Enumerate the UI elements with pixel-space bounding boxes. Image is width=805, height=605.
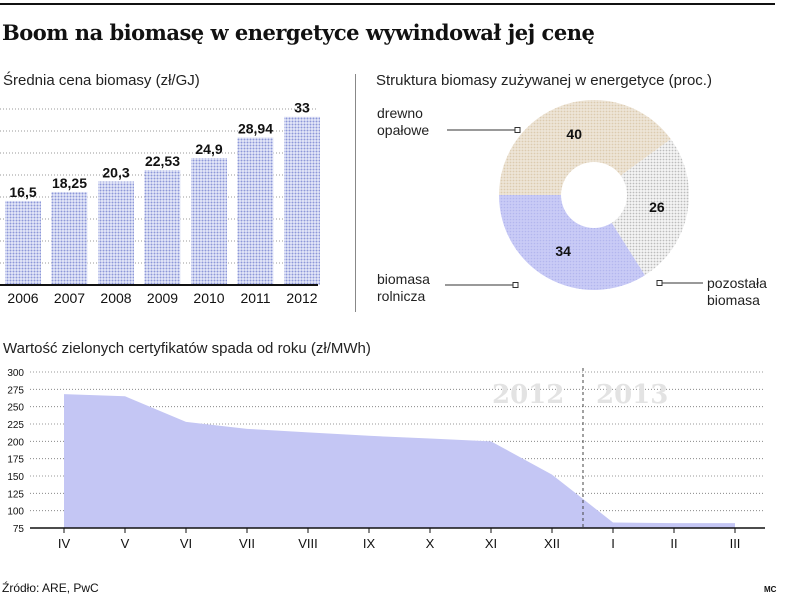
- source-note: Źródło: ARE, PwC: [2, 581, 99, 595]
- certificate-value-area: [64, 394, 735, 528]
- legend-pozostala-line1: pozostała: [707, 275, 767, 291]
- area-y-tick: 300: [7, 368, 24, 379]
- area-x-tick-III: III: [730, 536, 741, 551]
- pie-chart-title: Struktura biomasy zużywanej w energetyce…: [376, 72, 712, 89]
- bar-year-label: 2007: [54, 290, 85, 306]
- area-x-tick-VII: VII: [239, 536, 255, 551]
- area-x-tick-XII: XII: [544, 536, 560, 551]
- legend-rolnicza-line1: biomasa: [377, 271, 430, 287]
- bar-2012: [284, 116, 320, 285]
- area-y-tick: 225: [7, 420, 24, 431]
- bar-value-label: 20,3: [102, 164, 129, 180]
- pie-slice-pozostała-biomasa: [594, 139, 689, 276]
- area-chart: 2012 2013 75100125150175200225250275300 …: [7, 368, 765, 551]
- bar-value-label: 28,94: [238, 120, 273, 136]
- pie-slice-label: 40: [566, 126, 582, 142]
- pie-slice-label: 26: [649, 199, 665, 215]
- bar-value-label: 24,9: [195, 141, 222, 157]
- area-chart-title: Wartość zielonych certyfikatów spada od …: [3, 340, 371, 357]
- area-x-tick-II: II: [670, 536, 677, 551]
- bar-2011: [237, 137, 274, 285]
- bar-2008: [98, 181, 134, 285]
- pie-slice-label: 34: [555, 243, 571, 259]
- area-x-tick-XI: XI: [485, 536, 497, 551]
- panel-divider: [355, 74, 356, 312]
- year-watermark-2012: 2012: [492, 380, 564, 410]
- area-y-tick: 75: [13, 524, 25, 535]
- pie-hole: [561, 162, 627, 228]
- bar-2007: [51, 191, 88, 285]
- area-y-tick: 275: [7, 385, 24, 396]
- bar-2006: [5, 200, 41, 285]
- headline: Boom na biomasę w energetyce wywindował …: [2, 20, 595, 45]
- bar-year-label: 2006: [7, 290, 38, 306]
- area-y-tick: 100: [7, 507, 24, 518]
- bar-2009: [144, 170, 181, 285]
- bar-year-label: 2010: [193, 290, 224, 306]
- bar-year-label: 2011: [240, 290, 270, 306]
- bar-value-label: 16,5: [9, 184, 36, 200]
- bar-chart-title: Średnia cena biomasy (zł/GJ): [3, 72, 200, 89]
- author-credit: MC: [764, 585, 777, 594]
- area-x-tick-V: V: [121, 536, 130, 551]
- area-y-tick: 250: [7, 403, 24, 414]
- bar-value-label: 18,25: [52, 175, 87, 191]
- area-y-tick: 125: [7, 489, 24, 500]
- top-rule: [0, 3, 775, 5]
- bar-year-label: 2008: [100, 290, 131, 306]
- year-watermark-2013: 2013: [596, 380, 668, 410]
- area-y-tick: 175: [7, 455, 24, 466]
- bar-value-label: 22,53: [145, 153, 180, 169]
- bar-2010: [191, 158, 227, 285]
- legend-pozostala-line2: biomasa: [707, 292, 760, 308]
- pie-slice-drewno-opałowe: [499, 99, 671, 195]
- legend-drewno-line1: drewno: [377, 105, 423, 121]
- area-x-tick-I: I: [611, 536, 615, 551]
- area-x-tick-IX: IX: [363, 536, 376, 551]
- bar-chart: 16,5 18,25 20,3 22,53 24,9 28,94 33 2006 2007 20…: [0, 100, 320, 306]
- leader-drewno-dot: [514, 127, 521, 133]
- area-x-tick-VIII: VIII: [298, 536, 318, 551]
- area-y-tick: 150: [7, 472, 24, 483]
- leader-rolnicza-dot: [512, 282, 519, 288]
- bar-year-label: 2009: [147, 290, 178, 306]
- leader-pozostala-dot: [656, 280, 663, 286]
- legend-drewno-line2: opałowe: [377, 122, 429, 138]
- area-x-tick-IV: IV: [58, 536, 71, 551]
- bar-value-label: 33: [294, 100, 310, 116]
- area-y-tick: 200: [7, 437, 24, 448]
- legend-rolnicza-line2: rolnicza: [377, 288, 425, 304]
- area-x-tick-X: X: [426, 536, 435, 551]
- bar-year-label: 2012: [286, 290, 317, 306]
- area-x-tick-VI: VI: [180, 536, 192, 551]
